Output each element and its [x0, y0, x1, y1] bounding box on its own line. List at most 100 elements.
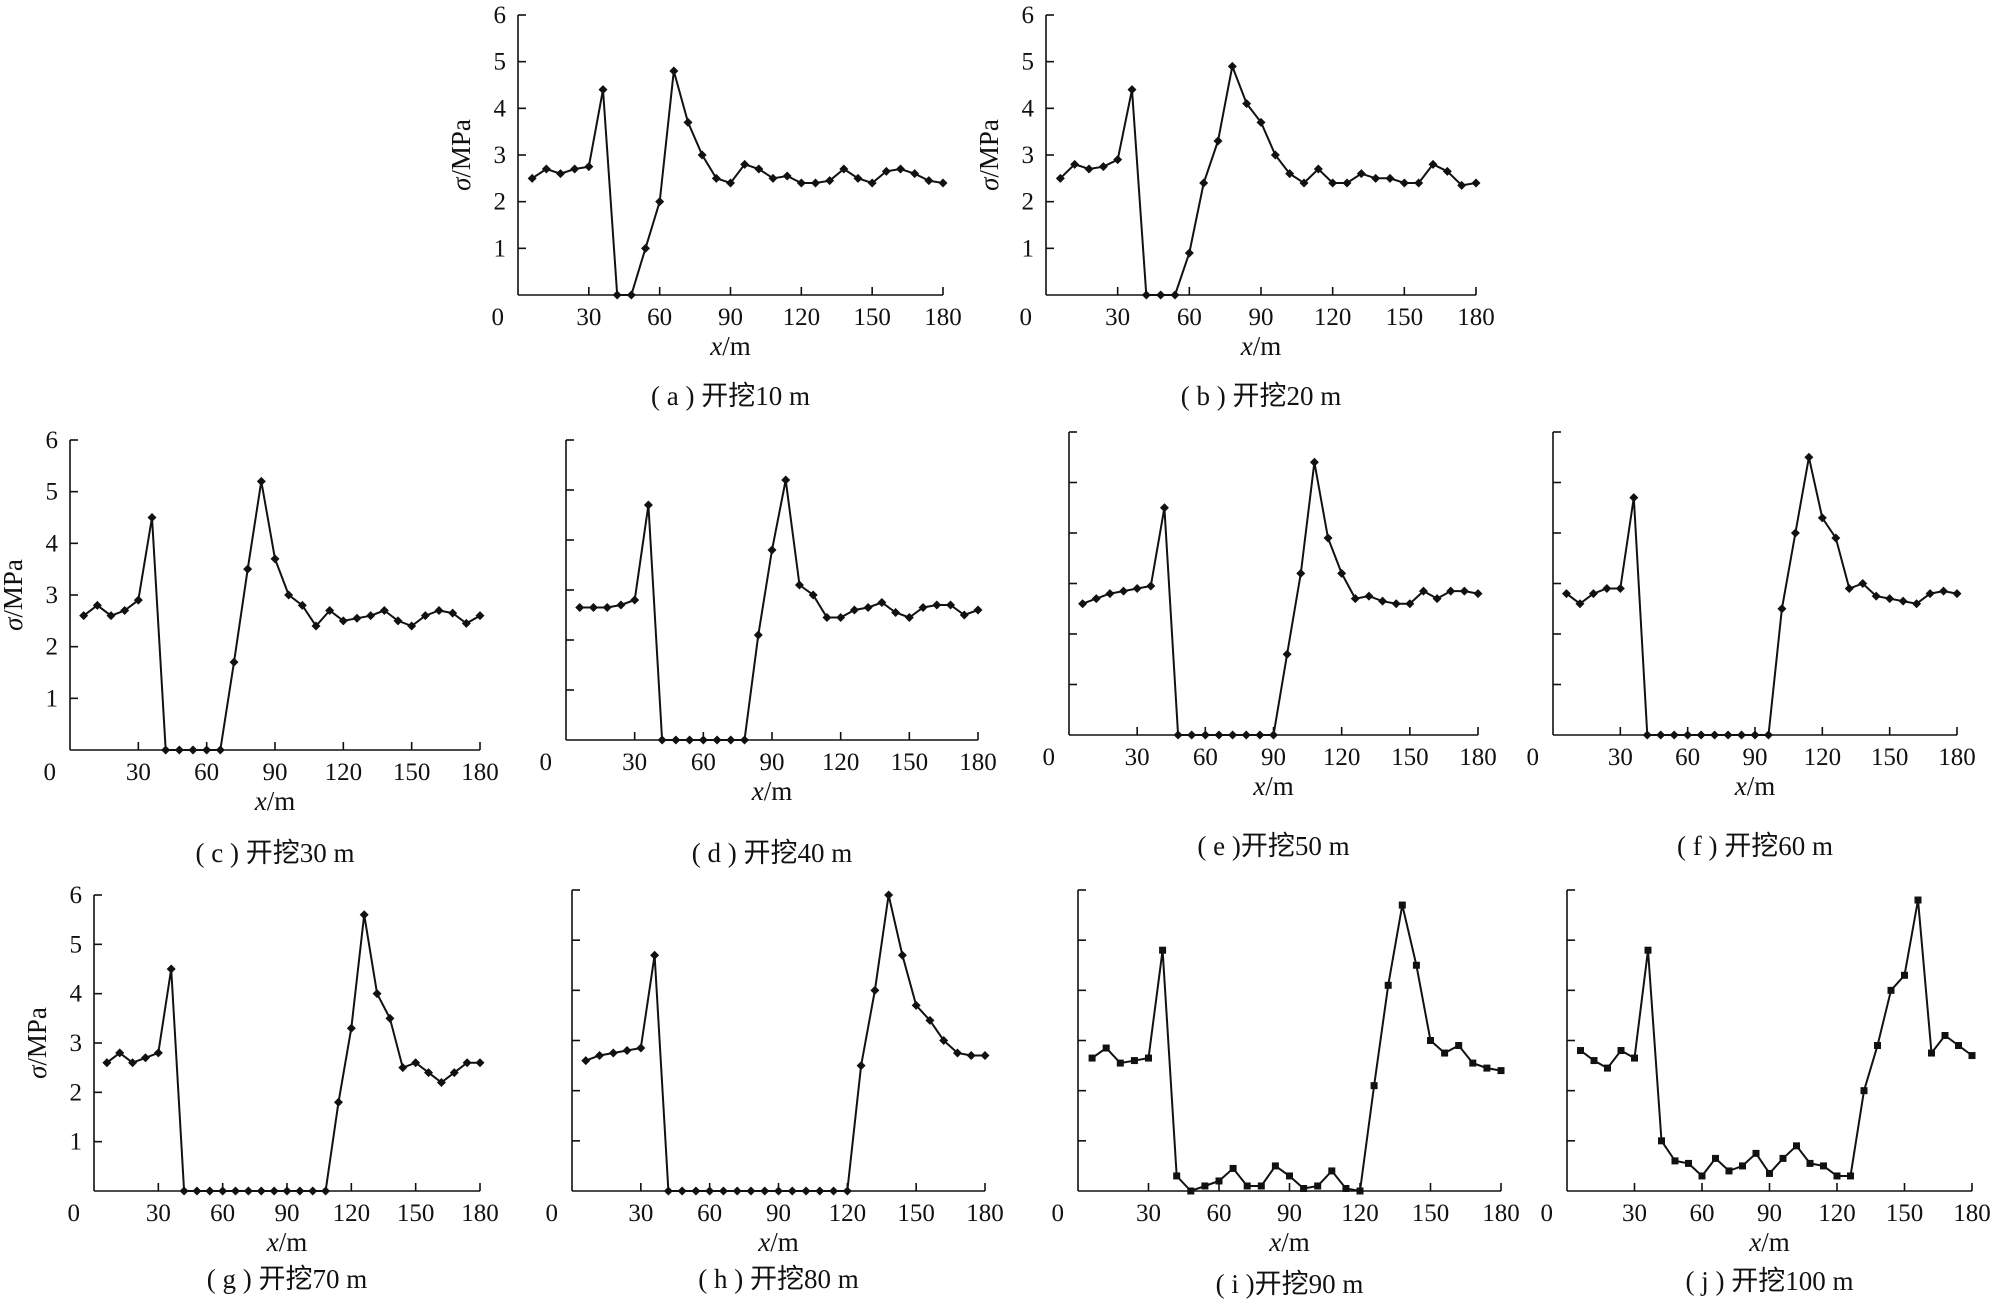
- data-point: [1739, 1162, 1746, 1170]
- data-point: [1577, 1047, 1584, 1055]
- data-point: [581, 1056, 591, 1066]
- data-point: [393, 616, 403, 626]
- x-tick-label: 30: [1608, 744, 1633, 771]
- data-point: [1256, 117, 1266, 127]
- panel-i: 0 30 60 90 120 150 180 x/m ( i )开挖90 m: [1052, 889, 1520, 1299]
- data-point: [1617, 1047, 1625, 1055]
- y-tick-label: 3: [1022, 142, 1035, 169]
- data-point: [243, 1186, 253, 1196]
- data-point: [541, 164, 551, 174]
- x-tick-label: 150: [897, 1200, 935, 1227]
- data-point: [1199, 178, 1209, 188]
- data-point: [1370, 1082, 1378, 1090]
- data-point: [205, 1186, 215, 1196]
- y-axis-label-var: σ: [974, 176, 1004, 191]
- data-point: [256, 476, 266, 486]
- data-point: [1752, 1149, 1760, 1157]
- data-point: [711, 173, 721, 183]
- data-point: [1469, 1059, 1477, 1067]
- data-point: [128, 1058, 138, 1068]
- data-point: [732, 1186, 742, 1196]
- x-tick-label: 0: [1020, 304, 1033, 331]
- x-tick-label: 120: [1314, 304, 1352, 331]
- data-point: [1847, 1172, 1854, 1180]
- x-tick-label: 60: [194, 759, 219, 786]
- data-point: [938, 178, 948, 188]
- data-point: [683, 117, 693, 127]
- y-axis-label: σ/MPa: [974, 119, 1004, 191]
- y-axis-label-var: σ: [22, 1064, 52, 1079]
- data-point: [448, 608, 458, 618]
- data-point: [407, 621, 417, 631]
- data-point: [842, 1186, 852, 1196]
- data-point: [215, 745, 225, 755]
- data-point: [1497, 1067, 1505, 1075]
- x-tick-label: 180: [1457, 304, 1495, 331]
- x-tick-label: 150: [1412, 1200, 1450, 1227]
- data-point: [1858, 579, 1868, 588]
- data-point: [863, 603, 873, 612]
- series-line: [1091, 904, 1502, 1193]
- x-tick-label: 30: [1136, 1200, 1161, 1227]
- data-point: [1342, 178, 1352, 188]
- x-axis-label: x/m: [1734, 771, 1776, 801]
- y-tick-label: 2: [46, 634, 59, 661]
- panel-caption: ( i )开挖90 m: [1216, 1269, 1364, 1299]
- data-point: [1170, 290, 1180, 300]
- x-tick-label: 60: [210, 1200, 235, 1227]
- data-point: [161, 745, 171, 755]
- x-axis-label-var: x: [751, 776, 764, 806]
- data-point: [420, 611, 430, 621]
- data-point: [372, 989, 382, 999]
- data-point: [1243, 1182, 1251, 1190]
- panel-caption: ( c ) 开挖30 m: [196, 838, 355, 868]
- y-tick-label: 1: [70, 1129, 83, 1156]
- data-point: [1561, 589, 1571, 599]
- data-point: [284, 590, 294, 600]
- data-point: [147, 513, 157, 522]
- y-axis-label: σ/MPa: [446, 119, 476, 191]
- x-tick-label: 150: [397, 1200, 435, 1227]
- data-point: [1737, 730, 1747, 740]
- y-axis-label-var: σ: [446, 176, 476, 191]
- data-point: [1427, 1037, 1434, 1044]
- y-tick-label: 4: [70, 981, 83, 1008]
- y-axis-label-unit: /MPa: [974, 119, 1004, 178]
- y-tick-label: 4: [46, 530, 59, 557]
- x-axis-label-unit: /m: [722, 331, 751, 361]
- data-point: [1631, 1054, 1638, 1062]
- data-point: [1817, 513, 1827, 523]
- data-point: [282, 1186, 292, 1196]
- data-point: [588, 603, 598, 612]
- data-point: [794, 580, 804, 590]
- panel-e: 0 30 60 90 120 150 180 x/m ( e )开挖50 m: [1043, 431, 1497, 861]
- data-point: [1941, 1031, 1949, 1039]
- x-tick-label: 120: [829, 1200, 867, 1227]
- data-point: [192, 1186, 202, 1196]
- data-point: [1156, 290, 1166, 300]
- data-point: [1432, 594, 1442, 604]
- data-point: [1159, 503, 1169, 513]
- data-point: [231, 1186, 241, 1196]
- data-point: [1723, 730, 1733, 740]
- data-point: [1483, 1064, 1491, 1072]
- x-tick-label: 120: [333, 1200, 371, 1227]
- data-point: [705, 1186, 715, 1196]
- y-tick-label: 5: [70, 931, 83, 958]
- data-point: [636, 1043, 646, 1053]
- data-point: [1698, 1172, 1706, 1180]
- data-point: [308, 1186, 318, 1196]
- data-point: [1615, 584, 1625, 594]
- data-point: [584, 162, 594, 172]
- data-point: [385, 1013, 395, 1023]
- panel-caption: ( h ) 开挖80 m: [698, 1264, 858, 1294]
- data-point: [79, 611, 89, 621]
- panel-caption: ( j ) 开挖100 m: [1686, 1266, 1854, 1296]
- data-point: [1399, 178, 1409, 188]
- data-point: [767, 545, 777, 555]
- data-point: [973, 605, 983, 615]
- y-axis-label-unit: /MPa: [446, 119, 476, 178]
- data-point: [1286, 1172, 1293, 1180]
- data-point: [1898, 596, 1908, 606]
